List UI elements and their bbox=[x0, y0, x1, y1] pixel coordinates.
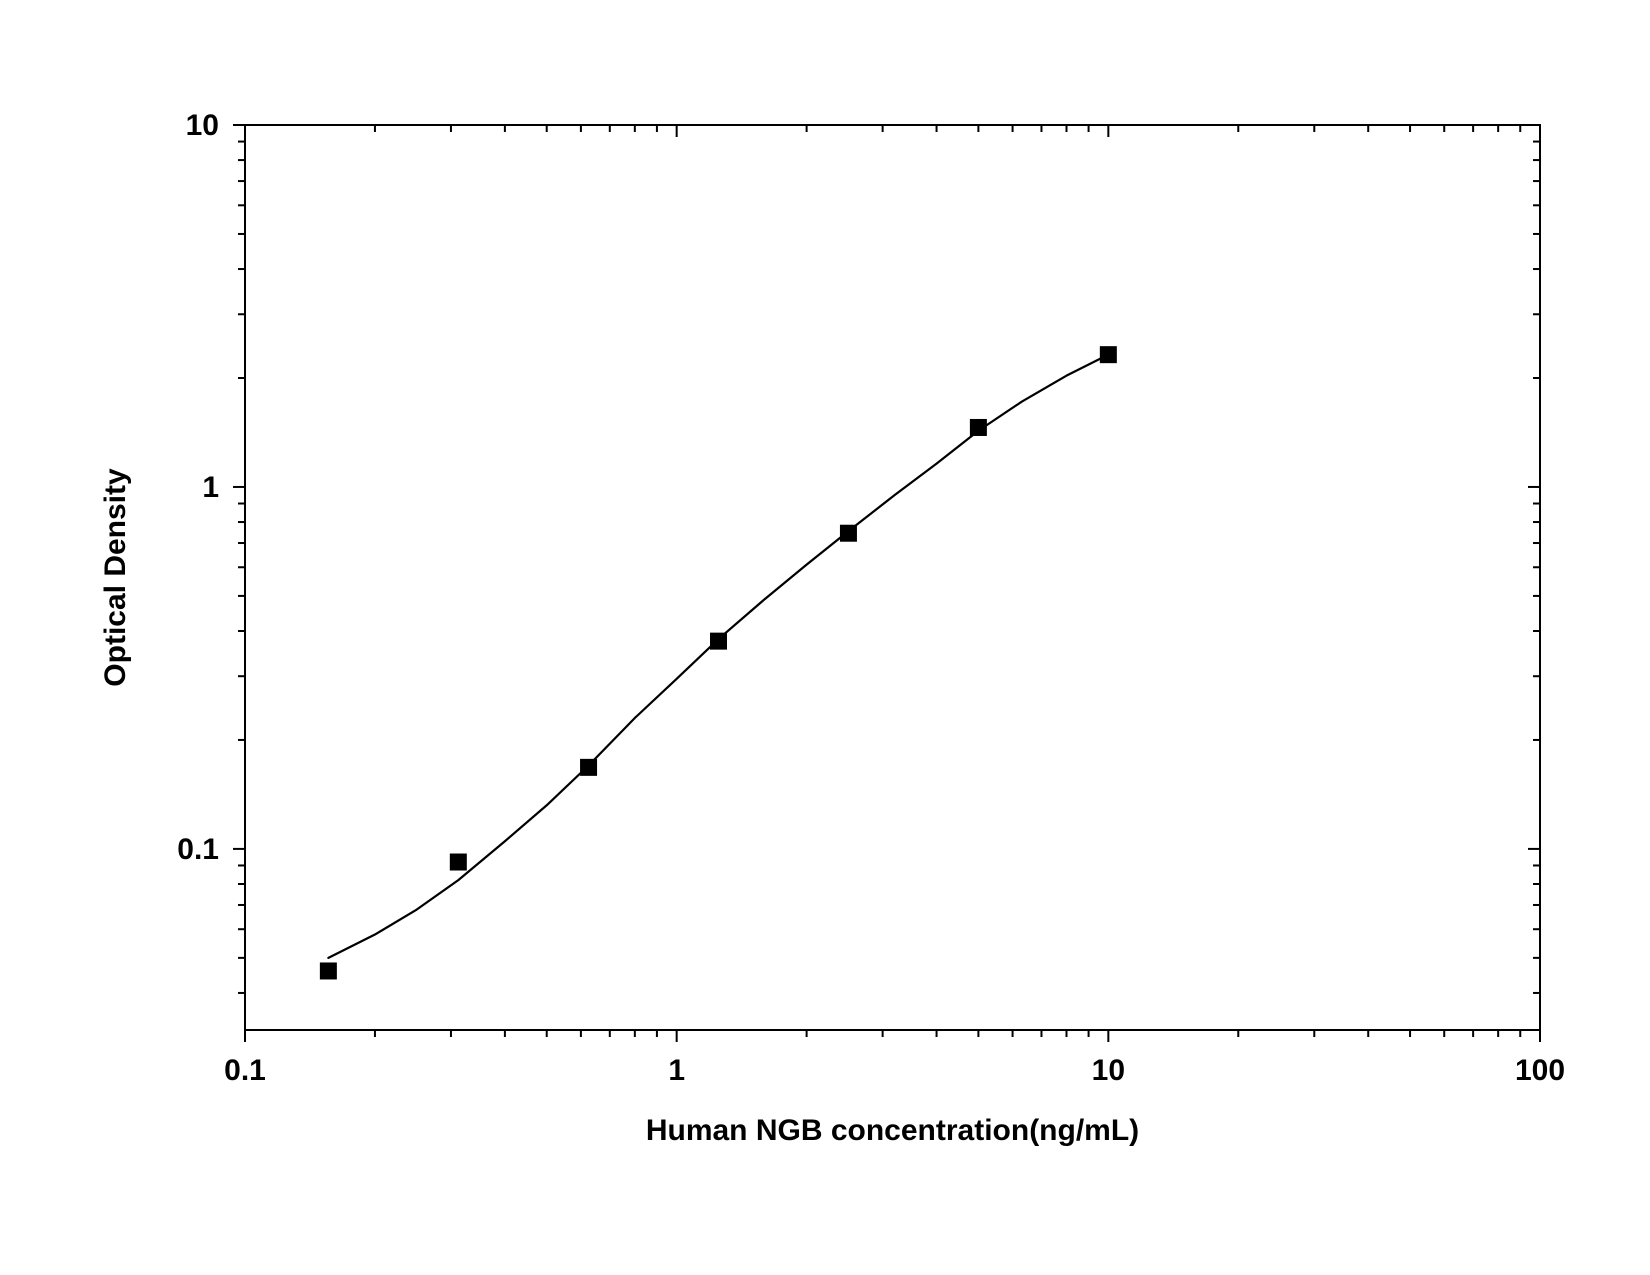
x-axis-label: Human NGB concentration(ng/mL) bbox=[646, 1114, 1139, 1147]
y-axis-label: Optical Density bbox=[99, 468, 132, 687]
data-marker bbox=[710, 633, 726, 649]
data-marker bbox=[320, 963, 336, 979]
data-marker bbox=[1100, 347, 1116, 363]
x-tick-label: 10 bbox=[1092, 1054, 1125, 1087]
data-marker bbox=[970, 419, 986, 435]
x-tick-label: 1 bbox=[668, 1054, 685, 1087]
chart-svg: 0.1 1 10 100 0.1 1 10 Human NGB concentration(n… bbox=[0, 0, 1650, 1275]
data-marker bbox=[840, 525, 856, 541]
y-tick-label: 1 bbox=[202, 471, 219, 504]
chart-container: 0.1 1 10 100 0.1 1 10 Human NGB concentration(n… bbox=[0, 0, 1650, 1275]
data-marker bbox=[450, 854, 466, 870]
y-tick-label: 0.1 bbox=[177, 833, 219, 866]
x-tick-label: 0.1 bbox=[224, 1054, 266, 1087]
y-tick-label: 10 bbox=[186, 109, 219, 142]
data-marker bbox=[581, 759, 597, 775]
x-tick-label: 100 bbox=[1515, 1054, 1565, 1087]
